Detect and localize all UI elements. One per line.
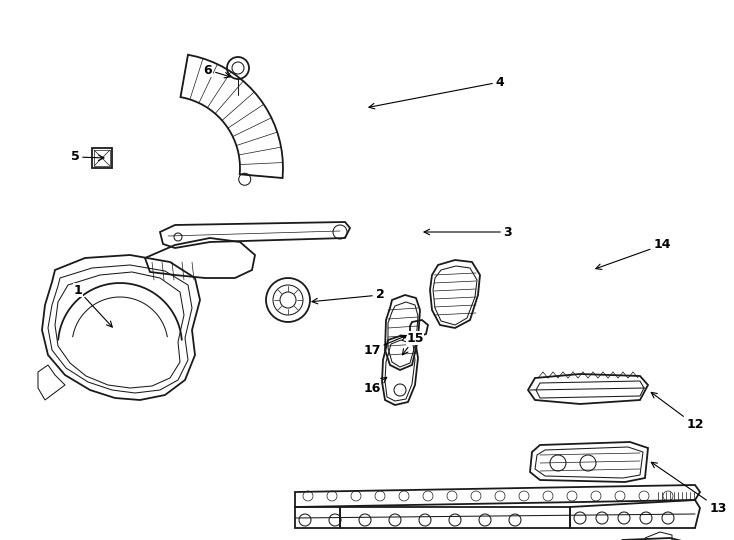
Text: 13: 13 xyxy=(651,462,727,515)
Text: 18: 18 xyxy=(0,539,1,540)
Text: 3: 3 xyxy=(424,226,512,239)
Text: 11: 11 xyxy=(0,539,1,540)
Text: 9: 9 xyxy=(0,539,1,540)
Text: 1: 1 xyxy=(73,284,112,327)
Text: 7: 7 xyxy=(0,539,1,540)
Text: 8: 8 xyxy=(0,539,1,540)
Text: 12: 12 xyxy=(651,393,704,431)
Text: 10: 10 xyxy=(0,539,1,540)
Text: 6: 6 xyxy=(204,64,230,78)
Text: 14: 14 xyxy=(596,239,671,269)
Text: 15: 15 xyxy=(402,332,424,355)
Text: 17: 17 xyxy=(363,335,407,356)
Text: 5: 5 xyxy=(70,151,104,164)
Text: 4: 4 xyxy=(369,76,504,109)
Text: 16: 16 xyxy=(363,377,387,395)
Text: 2: 2 xyxy=(312,288,385,304)
